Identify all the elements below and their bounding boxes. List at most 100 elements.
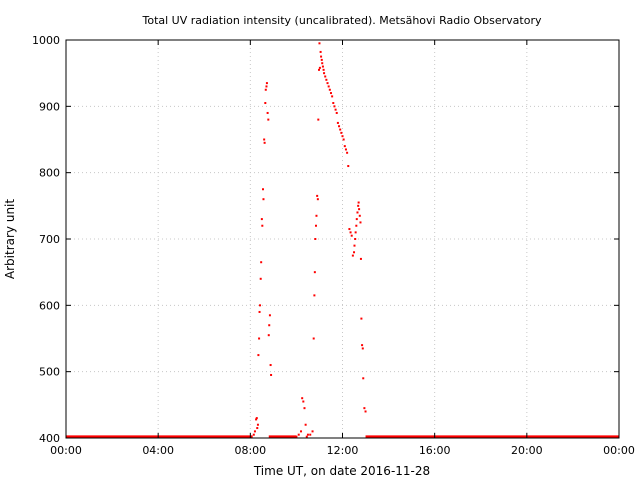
data-point (321, 65, 324, 68)
data-point (343, 145, 346, 148)
data-point (339, 128, 342, 131)
y-tick-label: 1000 (32, 34, 60, 47)
data-point (263, 141, 266, 144)
data-points (252, 42, 367, 438)
data-point (306, 433, 309, 436)
data-point (363, 407, 366, 410)
data-point (348, 228, 351, 231)
data-point (354, 238, 357, 240)
data-point (341, 135, 344, 138)
y-tick-label: 600 (39, 299, 60, 312)
data-point (259, 304, 262, 307)
x-tick-label: 08:00 (234, 444, 266, 457)
data-point (362, 377, 365, 380)
data-point (364, 410, 367, 413)
data-point (344, 148, 347, 151)
y-tick-label: 700 (39, 233, 60, 246)
data-point (267, 334, 270, 337)
data-point (320, 55, 323, 58)
data-point (338, 125, 341, 128)
data-point (349, 231, 352, 234)
data-point (258, 337, 261, 340)
data-point (332, 102, 335, 105)
data-point (356, 211, 359, 214)
data-point (353, 244, 356, 247)
data-point (267, 118, 270, 121)
data-point (252, 433, 255, 436)
data-point (257, 354, 260, 357)
data-point (351, 254, 354, 257)
data-point (302, 400, 305, 403)
data-point (357, 204, 360, 207)
data-point (261, 224, 264, 227)
data-point (361, 347, 364, 350)
data-point (342, 138, 345, 141)
data-point (328, 88, 331, 91)
data-point (317, 68, 320, 71)
data-point (317, 118, 320, 121)
data-point (262, 198, 265, 201)
data-point (316, 194, 319, 197)
data-point (264, 88, 267, 91)
data-point (359, 257, 362, 260)
data-point (309, 433, 312, 436)
data-point (313, 271, 316, 274)
x-tick-label: 00:00 (50, 444, 82, 457)
x-tick-label: 16:00 (419, 444, 451, 457)
data-point (361, 344, 364, 347)
data-point (258, 310, 261, 313)
data-point (256, 423, 259, 426)
data-point (304, 423, 307, 426)
data-point (311, 430, 314, 433)
data-point (265, 82, 268, 85)
data-point (256, 427, 259, 430)
data-point (259, 277, 262, 280)
data-point (253, 430, 256, 433)
data-point (329, 92, 332, 95)
y-axis-label: Arbitrary unit (3, 199, 17, 279)
data-point (320, 58, 323, 61)
data-point (355, 218, 358, 221)
data-point (295, 435, 298, 438)
data-point (323, 72, 326, 75)
axis-ticks (65, 39, 620, 439)
data-point (269, 364, 272, 367)
y-tick-label: 500 (39, 366, 60, 379)
data-point (340, 131, 343, 134)
data-point (300, 430, 303, 433)
data-point (318, 66, 321, 69)
data-point (314, 238, 317, 240)
data-point (260, 218, 263, 221)
data-point (357, 201, 360, 204)
x-tick-label: 04:00 (142, 444, 174, 457)
data-point (260, 261, 263, 264)
data-point (270, 373, 273, 376)
data-point (305, 435, 308, 438)
data-point (297, 433, 300, 436)
data-point (347, 165, 350, 168)
data-point (255, 418, 258, 421)
data-point (334, 108, 337, 111)
data-point (319, 50, 322, 53)
data-point (303, 407, 306, 410)
grid-lines (66, 40, 619, 438)
data-point (354, 231, 357, 234)
data-point (268, 314, 271, 317)
data-point (353, 251, 356, 254)
data-point (358, 208, 361, 211)
x-axis-label: Time UT, on date 2016-11-28 (253, 464, 430, 478)
y-tick-label: 900 (39, 100, 60, 113)
y-tick-labels: 400 500 600 700 800 900 1000 (32, 34, 60, 445)
data-point (350, 234, 353, 237)
chart-title: Total UV radiation intensity (uncalibrat… (142, 14, 542, 27)
data-point (301, 397, 304, 400)
data-point (265, 85, 268, 88)
data-point (355, 224, 358, 227)
data-point (331, 95, 334, 98)
data-point (313, 294, 316, 297)
x-tick-label: 00:00 (603, 444, 635, 457)
y-tick-label: 800 (39, 167, 60, 180)
data-point (324, 75, 327, 78)
data-point (315, 214, 318, 217)
